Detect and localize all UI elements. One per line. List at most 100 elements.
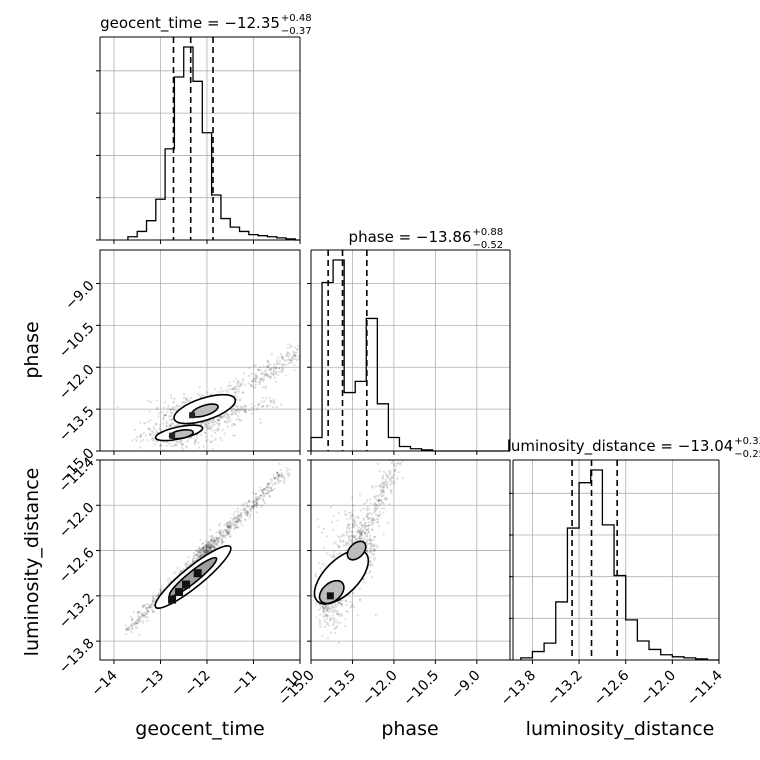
sample-point (381, 488, 384, 491)
sample-point (369, 570, 372, 573)
sample-point (204, 543, 207, 546)
sample-point (203, 549, 206, 553)
sample-point (284, 355, 287, 358)
sample-point (235, 526, 238, 529)
sample-point (382, 489, 385, 492)
sample-point (279, 480, 282, 483)
sample-point (246, 506, 249, 509)
sample-point (204, 548, 207, 551)
sample-point (211, 534, 214, 538)
sample-point (156, 406, 159, 409)
sample-point (165, 440, 169, 443)
sample-point (277, 474, 280, 477)
sample-point (327, 624, 331, 627)
x-tick-label-geocent_time: −11 (228, 668, 260, 700)
sample-point (220, 415, 223, 418)
sample-point (239, 397, 242, 400)
sample-point (235, 405, 238, 408)
sample-point (194, 440, 197, 443)
sample-point (207, 544, 210, 547)
sample-point (365, 515, 369, 519)
sample-point (348, 536, 351, 539)
sample-point (220, 532, 223, 535)
sample-point (321, 563, 324, 566)
sample-point (236, 382, 239, 385)
sample-point (250, 510, 253, 513)
sample-point (176, 567, 179, 570)
sample-point (393, 480, 396, 483)
sample-point (175, 424, 178, 427)
sample-point (371, 575, 374, 579)
sample-point (225, 530, 228, 533)
sample-point (209, 545, 212, 548)
sample-point (204, 551, 207, 554)
sample-point (376, 499, 379, 502)
sample-point (389, 471, 392, 474)
sample-point (253, 504, 256, 507)
sample-point (165, 421, 168, 425)
sample-point (220, 438, 223, 442)
sample-point (274, 366, 278, 370)
sample-point (368, 551, 371, 554)
sample-point (261, 372, 264, 376)
sample-point (137, 618, 140, 622)
sample-point (255, 498, 259, 501)
sample-point (139, 436, 142, 439)
sample-point (148, 606, 151, 610)
sample-point (382, 480, 385, 483)
sample-point (352, 592, 355, 595)
sample-point (169, 408, 172, 412)
sample-point (335, 610, 338, 614)
sample-point (225, 529, 228, 532)
sample-point (341, 539, 344, 542)
sample-point (133, 428, 137, 431)
sample-point (254, 497, 257, 500)
sample-point (234, 377, 237, 380)
sample-point (195, 553, 198, 556)
sample-point (262, 491, 265, 495)
sample-point (207, 544, 210, 548)
sample-point (329, 554, 332, 557)
sample-point (261, 497, 265, 500)
sample-point (200, 553, 203, 556)
panel-title-text: geocent_time = −12.35 (100, 14, 280, 33)
sample-point (255, 503, 259, 506)
sample-point (336, 603, 339, 606)
sample-point (148, 427, 151, 430)
sample-point (234, 386, 237, 389)
sample-point (208, 547, 211, 550)
sample-point (315, 616, 318, 619)
sample-point (150, 608, 154, 611)
sample-point (293, 355, 296, 358)
sample-point (160, 444, 163, 447)
sample-point (267, 482, 270, 485)
sample-point (229, 527, 232, 530)
sample-point (270, 400, 273, 403)
sample-point (389, 483, 392, 486)
sample-point (271, 489, 274, 492)
sample-point (185, 445, 188, 448)
panel-title-text: luminosity_distance = −13.04 (507, 437, 734, 456)
sample-point (217, 531, 221, 534)
sample-point (176, 440, 179, 443)
sample-point (207, 549, 210, 552)
sample-point (205, 550, 209, 553)
sample-point (205, 545, 208, 548)
sample-point (208, 545, 211, 549)
sample-point (233, 407, 236, 411)
sample-point (369, 550, 372, 553)
sample-point (252, 505, 255, 508)
sample-point (211, 546, 214, 549)
sample-point (321, 610, 324, 613)
sample-point (220, 415, 223, 418)
sample-point (373, 544, 376, 547)
sample-point (236, 525, 239, 528)
sample-point (165, 424, 168, 428)
sample-point (129, 623, 132, 627)
sample-point (380, 490, 383, 493)
sample-point (388, 503, 391, 506)
sample-point (318, 562, 321, 565)
sample-point (336, 535, 339, 538)
sample-point (355, 524, 358, 527)
